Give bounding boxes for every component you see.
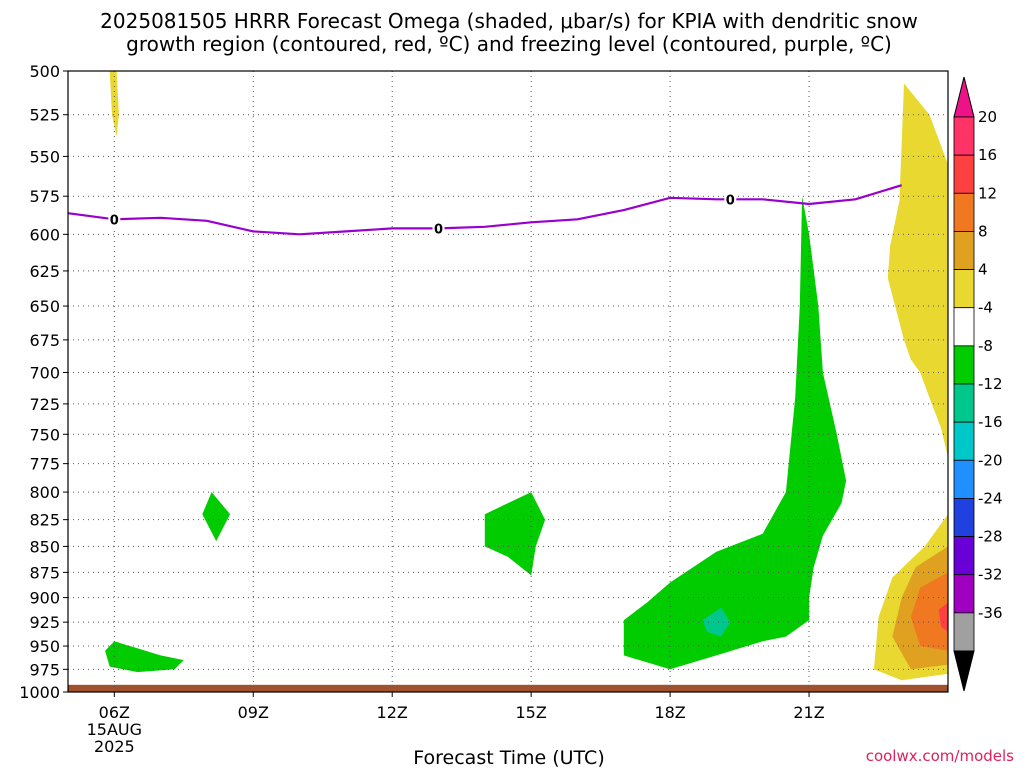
- chart-title-line1: 2025081505 HRRR Forecast Omega (shaded, …: [100, 9, 918, 33]
- colorbar-label: 20: [978, 108, 997, 126]
- y-tick-label: 725: [29, 395, 60, 414]
- colorbar-label: -16: [978, 413, 1003, 431]
- colorbar-under-arrow: [953, 650, 975, 692]
- colorbar-label: -28: [978, 528, 1003, 546]
- colorbar-segment: [953, 192, 975, 232]
- x-tick-label: 12Z: [377, 703, 408, 722]
- terrain-strip: [68, 684, 948, 692]
- omega-region-green-830: [484, 492, 546, 576]
- colorbar-label: -12: [978, 375, 1003, 393]
- x-tick-label: 18Z: [654, 703, 685, 722]
- omega-region-green-850: [202, 492, 231, 542]
- y-tick-label: 925: [29, 613, 60, 632]
- omega-region-yellow-top-left: [109, 71, 119, 137]
- y-tick-label: 575: [29, 187, 60, 206]
- colorbar-segment: [953, 459, 975, 499]
- plot-frame: [67, 70, 949, 693]
- colorbar-segment: [953, 345, 975, 385]
- omega-region-green-main: [623, 196, 847, 670]
- y-tick-label: 800: [29, 483, 60, 502]
- x-tick-label: 15Z: [515, 703, 546, 722]
- freezing-label-bg: [108, 211, 121, 228]
- x-axis-label: Forecast Time (UTC): [413, 747, 604, 768]
- freezing-level-label: 0: [726, 193, 735, 208]
- colorbar-label: -8: [978, 337, 993, 355]
- y-tick-label: 1000: [19, 683, 60, 702]
- omega-region-orange-bottom-right: [910, 572, 948, 651]
- freezing-level-label: 0: [434, 222, 443, 237]
- colorbar-segment: [953, 231, 975, 270]
- colorbar-segment: [953, 536, 975, 576]
- colorbar-segment: [953, 307, 975, 347]
- y-tick-label: 825: [29, 511, 60, 530]
- y-tick-label: 500: [29, 62, 60, 81]
- colorbar-segment: [953, 612, 975, 652]
- omega-region-green-960: [105, 641, 184, 673]
- x-tick-label: 06Z: [99, 703, 130, 722]
- y-tick-label: 975: [29, 660, 60, 679]
- plot-area: 0 0 0: [67, 70, 949, 693]
- colorbar-label: -32: [978, 566, 1003, 584]
- colorbar-label: 16: [978, 146, 997, 164]
- colorbar-segment: [953, 383, 975, 423]
- colorbar: 20 16 12 8 4 -4 -8 -12 -16 -20 -24 -28 -32 -36: [953, 76, 1003, 692]
- chart-title-line2: growth region (contoured, red, ºC) and f…: [126, 32, 892, 56]
- y-tick-label: 750: [29, 425, 60, 444]
- y-tick-label: 700: [29, 363, 60, 382]
- y-tick-label: 600: [29, 225, 60, 244]
- y-tick-label: 550: [29, 147, 60, 166]
- colorbar-label: -4: [978, 299, 993, 317]
- omega-region-teal-925: [702, 607, 731, 637]
- colorbar-label: 12: [978, 184, 997, 202]
- colorbar-label: -36: [978, 604, 1003, 622]
- x-tick-date: 15AUG: [87, 720, 142, 739]
- y-tick-label: 900: [29, 589, 60, 608]
- omega-regions: [105, 71, 948, 681]
- colorbar-label: 4: [978, 261, 988, 279]
- y-tick-label: 625: [29, 262, 60, 281]
- colorbar-over-arrow: [953, 76, 975, 118]
- y-tick-label: 850: [29, 537, 60, 556]
- colorbar-label: 8: [978, 222, 988, 240]
- freezing-label-bg: [432, 220, 445, 237]
- colorbar-label: -20: [978, 451, 1003, 469]
- y-axis: 500 525 550 575 600 625 650 675 700 725 750 775 800 8…: [19, 62, 68, 702]
- colorbar-segment: [953, 269, 975, 309]
- y-tick-label: 675: [29, 331, 60, 350]
- x-tick-label: 21Z: [793, 703, 824, 722]
- colorbar-segment: [953, 498, 975, 537]
- y-tick-label: 775: [29, 455, 60, 474]
- freezing-level-label: 0: [110, 213, 119, 228]
- terrain: [68, 684, 948, 692]
- omega-region-yellow-right: [887, 83, 948, 458]
- freezing-level-line: [67, 184, 903, 236]
- x-tick-year: 2025: [94, 737, 135, 756]
- omega-region-red-bottom-right: [938, 602, 948, 632]
- grid-lines: [68, 71, 948, 692]
- y-tick-label: 950: [29, 637, 60, 656]
- credit-text: coolwx.com/models: [866, 747, 1014, 765]
- colorbar-segment: [953, 116, 975, 156]
- y-tick-label: 525: [29, 106, 60, 125]
- x-tick-label: 09Z: [238, 703, 269, 722]
- colorbar-label: -24: [978, 489, 1003, 507]
- colorbar-segment: [953, 421, 975, 461]
- y-tick-label: 650: [29, 297, 60, 316]
- freezing-level: 0 0 0: [67, 184, 903, 237]
- colorbar-segment: [953, 574, 975, 614]
- freezing-label-bg: [724, 191, 737, 208]
- y-tick-label: 875: [29, 563, 60, 582]
- colorbar-segment: [953, 154, 975, 194]
